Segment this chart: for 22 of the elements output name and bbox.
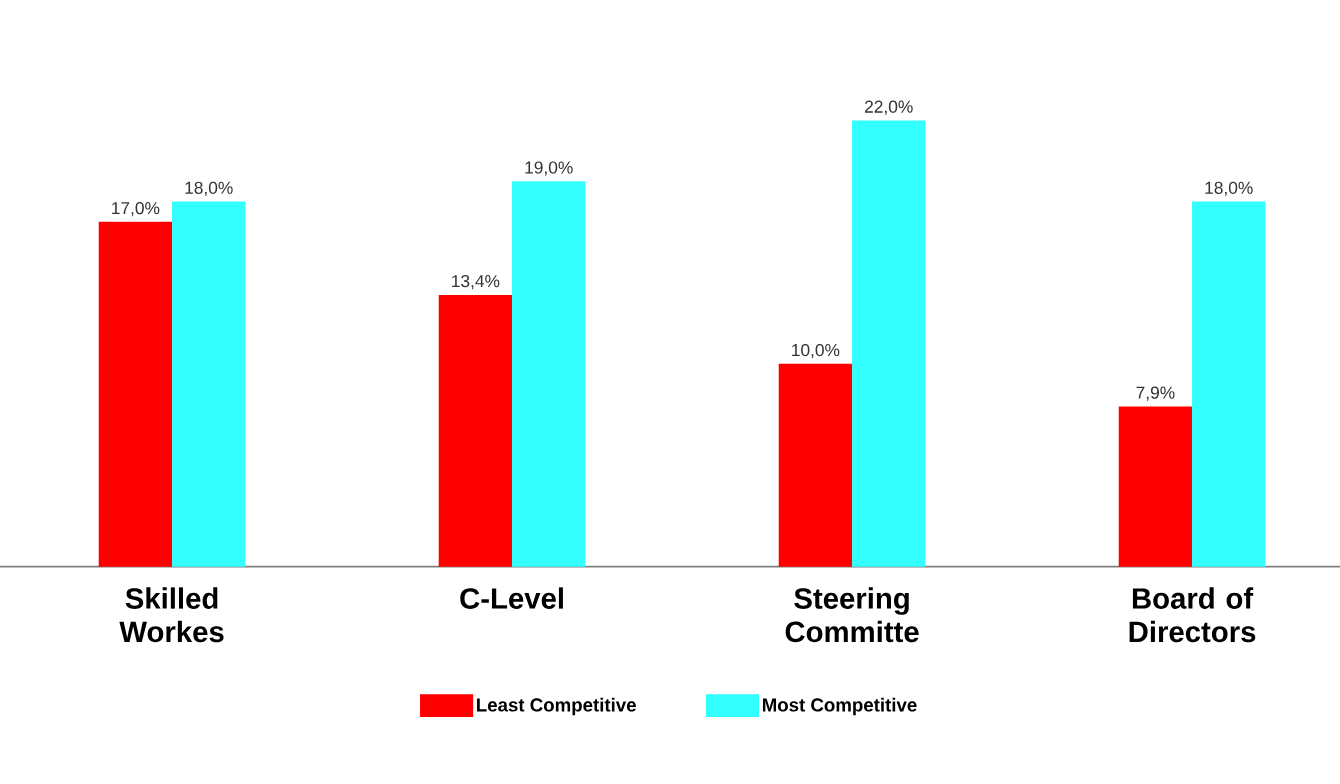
bar [852, 120, 926, 567]
bar [438, 294, 513, 567]
data-label: 18,0% [185, 181, 233, 196]
x-tick-label: Skilled Workes [119, 587, 224, 643]
legend-label: Least Competitive [477, 697, 636, 716]
bar [1192, 201, 1266, 567]
data-label: 13,4% [452, 274, 500, 290]
data-label: 7,9% [1136, 386, 1175, 401]
data-label: 19,0% [525, 161, 573, 176]
data-label: 17,0% [112, 201, 160, 217]
data-label: 10,0% [792, 343, 840, 359]
data-label: 22,0% [865, 100, 913, 115]
x-tick-label: C-Level [460, 587, 563, 609]
bar [172, 201, 246, 567]
x-tick-label: Steering Committe [785, 587, 919, 643]
bar [1118, 406, 1193, 567]
bar [98, 221, 173, 567]
legend-label: Most Competitive [762, 697, 917, 716]
data-label: 18,0% [1205, 181, 1253, 196]
bar [778, 363, 853, 567]
bar [512, 181, 586, 567]
x-tick-label: Board of Directors [1129, 587, 1256, 643]
